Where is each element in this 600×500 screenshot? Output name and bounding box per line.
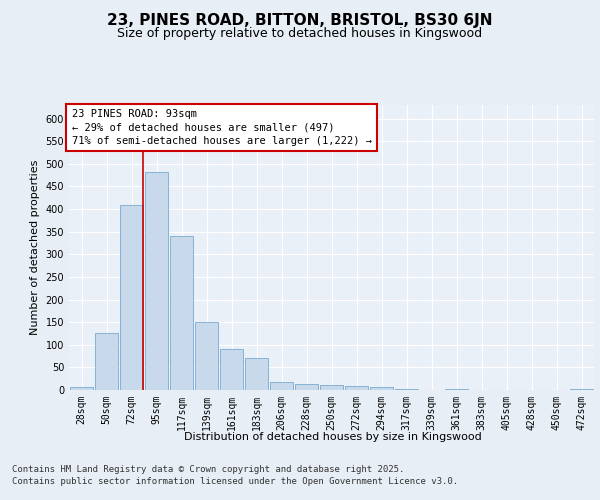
Bar [70,387,93,390]
Text: Size of property relative to detached houses in Kingswood: Size of property relative to detached ho… [118,28,482,40]
Bar [220,350,243,390]
Bar [95,332,118,390]
Bar [295,384,318,390]
Bar [170,236,193,390]
Bar [320,384,343,390]
Bar [195,322,218,390]
Text: Distribution of detached houses by size in Kingswood: Distribution of detached houses by size … [184,432,482,442]
Bar [270,382,293,390]
Text: 23, PINES ROAD, BITTON, BRISTOL, BS30 6JN: 23, PINES ROAD, BITTON, BRISTOL, BS30 6J… [107,12,493,28]
Bar [345,386,368,390]
Bar [445,388,468,390]
Text: Contains HM Land Registry data © Crown copyright and database right 2025.
Contai: Contains HM Land Registry data © Crown c… [12,465,458,486]
Bar [395,389,418,390]
Y-axis label: Number of detached properties: Number of detached properties [30,160,40,335]
Bar [120,206,143,390]
Bar [145,172,168,390]
Bar [245,358,268,390]
Bar [370,388,393,390]
Text: 23 PINES ROAD: 93sqm
← 29% of detached houses are smaller (497)
71% of semi-deta: 23 PINES ROAD: 93sqm ← 29% of detached h… [71,110,371,146]
Bar [570,388,593,390]
